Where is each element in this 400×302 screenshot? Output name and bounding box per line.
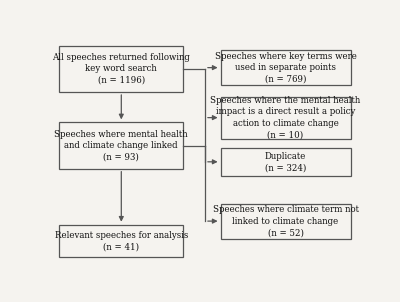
Text: Duplicate
(n = 324): Duplicate (n = 324)	[265, 152, 306, 172]
FancyBboxPatch shape	[220, 148, 351, 176]
FancyBboxPatch shape	[59, 122, 183, 169]
FancyBboxPatch shape	[59, 46, 183, 92]
Text: Speeches where the mental health
impact is a direct result a policy
action to cl: Speeches where the mental health impact …	[210, 96, 361, 139]
FancyBboxPatch shape	[220, 97, 351, 139]
FancyBboxPatch shape	[220, 50, 351, 85]
Text: Speeches where mental health
and climate change linked
(n = 93): Speeches where mental health and climate…	[54, 130, 188, 162]
Text: Speeches where climate term not
linked to climate change
(n = 52): Speeches where climate term not linked t…	[213, 205, 359, 237]
Text: All speeches returned following
key word search
(n = 1196): All speeches returned following key word…	[52, 53, 190, 85]
FancyBboxPatch shape	[59, 225, 183, 257]
Text: Speeches where key terms were
used in separate points
(n = 769): Speeches where key terms were used in se…	[215, 52, 356, 84]
Text: Relevant speeches for analysis
(n = 41): Relevant speeches for analysis (n = 41)	[55, 231, 188, 251]
FancyBboxPatch shape	[220, 204, 351, 239]
